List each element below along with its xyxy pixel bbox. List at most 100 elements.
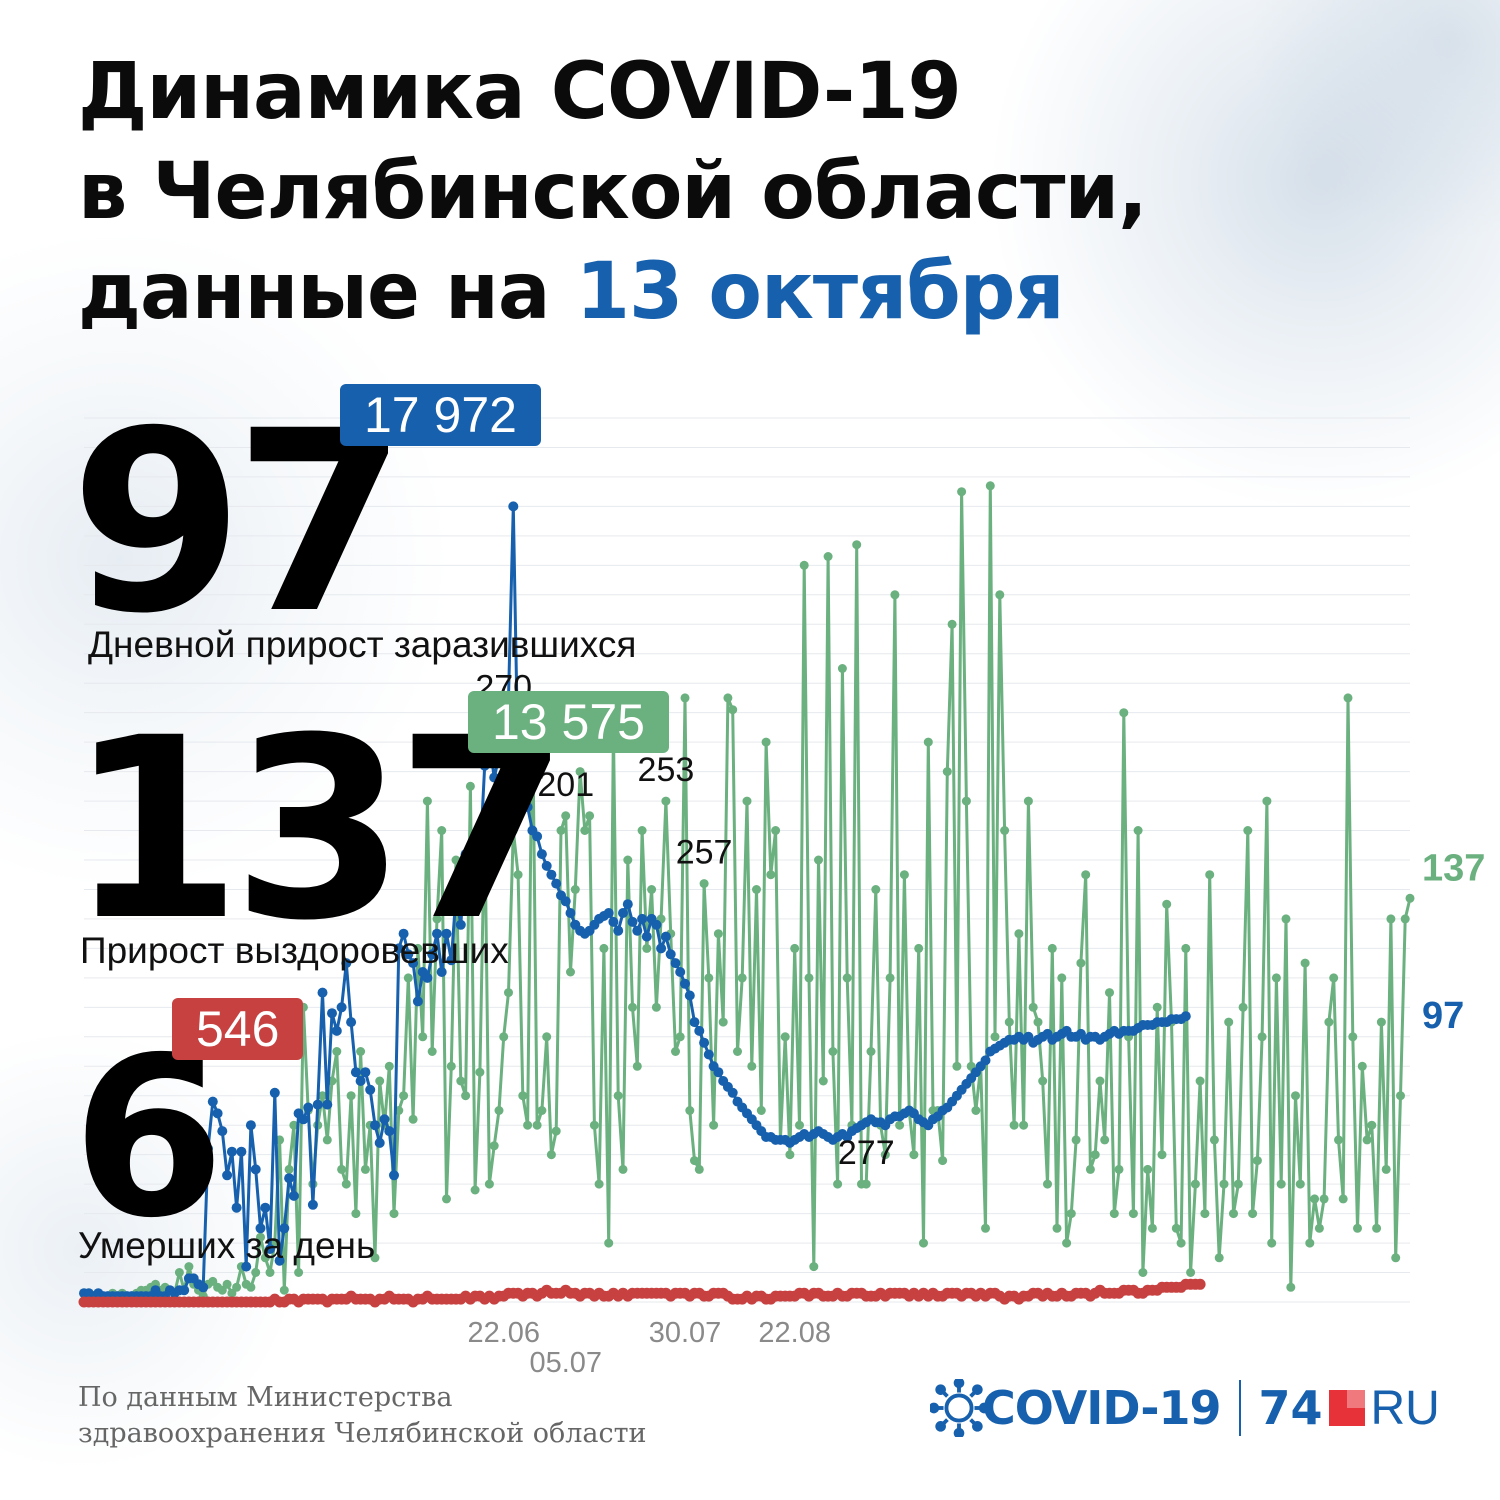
point-recovered	[1310, 1194, 1320, 1204]
point-cases	[370, 1120, 380, 1131]
point-recovered	[1181, 943, 1191, 953]
point-recovered	[1305, 1238, 1315, 1248]
point-recovered	[580, 826, 590, 835]
point-recovered	[795, 1120, 804, 1130]
point-recovered	[551, 1126, 561, 1136]
point-recovered	[1334, 1135, 1343, 1145]
point-cases	[660, 931, 671, 942]
point-recovered	[809, 1262, 819, 1272]
point-recovered	[599, 943, 609, 953]
point-cases	[441, 928, 452, 939]
point-recovered	[899, 870, 909, 880]
point-recovered	[942, 767, 952, 777]
point-recovered	[971, 1106, 981, 1115]
point-cases	[212, 1108, 223, 1119]
title-date-accent: 13 октября	[575, 247, 1065, 337]
point-recovered	[1133, 826, 1143, 835]
point-recovered	[418, 1032, 428, 1042]
point-recovered	[1038, 1076, 1048, 1086]
peak-label: 277	[838, 1134, 895, 1172]
point-cases	[489, 772, 500, 783]
point-cases	[541, 860, 552, 871]
point-recovered	[399, 1091, 409, 1101]
point-recovered	[699, 879, 709, 889]
point-recovered	[1081, 870, 1091, 880]
point-recovered	[1381, 1164, 1391, 1174]
point-recovered	[671, 1047, 680, 1056]
point-recovered	[790, 943, 800, 953]
point-cases	[222, 1170, 233, 1181]
point-recovered	[570, 885, 580, 894]
point-recovered	[1195, 1076, 1205, 1086]
point-cases	[198, 1282, 209, 1293]
point-cases	[245, 1120, 256, 1131]
point-cases	[288, 1190, 299, 1201]
point-cases	[465, 869, 476, 880]
point-recovered	[461, 1091, 471, 1101]
point-cases	[670, 958, 681, 969]
series-deaths	[78, 1278, 1206, 1308]
point-recovered	[871, 885, 881, 894]
point-recovered	[1190, 1179, 1200, 1189]
point-cases	[422, 972, 433, 983]
point-recovered	[446, 1061, 456, 1071]
point-recovered	[957, 487, 967, 497]
point-recovered	[465, 781, 475, 791]
point-cases	[980, 1055, 991, 1066]
point-recovered	[1214, 1253, 1224, 1263]
title-date-prefix: данные на	[78, 247, 576, 337]
point-recovered	[1009, 1120, 1019, 1130]
logo-covid-text: COVID-19	[982, 1381, 1221, 1435]
point-cases	[665, 949, 676, 960]
point-recovered	[675, 1032, 685, 1042]
point-recovered	[1338, 1194, 1348, 1204]
point-cases	[274, 1255, 285, 1266]
point-recovered	[1090, 1150, 1100, 1160]
point-recovered	[437, 826, 447, 835]
point-recovered	[537, 1106, 547, 1115]
point-recovered	[246, 1282, 256, 1292]
point-recovered	[1238, 1002, 1248, 1012]
source-note: По данным Министерства здравоохранения Ч…	[78, 1380, 647, 1452]
point-recovered	[489, 1141, 499, 1151]
point-recovered	[1066, 1209, 1076, 1219]
point-recovered	[1291, 1091, 1300, 1101]
point-recovered	[1109, 1209, 1119, 1219]
point-cases	[551, 878, 562, 889]
point-recovered	[470, 1185, 480, 1195]
point-cases	[546, 869, 557, 880]
point-recovered	[1043, 1179, 1052, 1189]
point-recovered	[556, 826, 566, 835]
point-recovered	[1171, 1223, 1181, 1233]
point-recovered	[594, 1179, 604, 1189]
point-cases	[675, 967, 686, 977]
point-recovered	[351, 1209, 361, 1219]
point-recovered	[1400, 914, 1410, 924]
point-recovered	[1348, 1032, 1358, 1042]
point-recovered	[952, 1061, 962, 1071]
point-recovered	[938, 1156, 948, 1166]
point-recovered	[375, 1076, 385, 1086]
point-recovered	[818, 1076, 828, 1086]
point-recovered	[566, 967, 575, 977]
point-recovered	[713, 929, 723, 939]
point-recovered	[756, 1106, 766, 1115]
point-recovered	[804, 973, 814, 983]
x-tick-label: 05.07	[529, 1347, 602, 1379]
point-cases	[1180, 1011, 1191, 1022]
point-recovered	[618, 1164, 628, 1174]
point-recovered	[628, 1002, 637, 1012]
point-recovered	[589, 1120, 599, 1130]
point-recovered	[1128, 1209, 1138, 1219]
point-recovered	[833, 1179, 843, 1189]
point-recovered	[723, 693, 733, 703]
point-recovered	[1343, 693, 1353, 703]
point-recovered	[1248, 1209, 1258, 1219]
point-recovered	[1376, 1017, 1386, 1027]
point-recovered	[1219, 1179, 1229, 1189]
point-recovered	[771, 826, 781, 835]
point-recovered	[1324, 1017, 1334, 1027]
point-recovered	[1271, 973, 1281, 983]
point-recovered	[356, 1047, 366, 1056]
